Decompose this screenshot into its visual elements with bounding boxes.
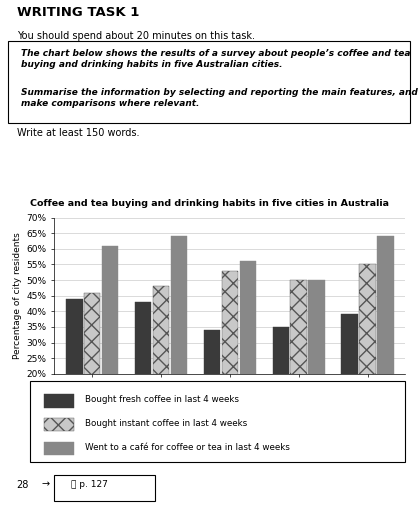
- Bar: [135, 302, 151, 436]
- Bar: [153, 286, 169, 436]
- Bar: [84, 292, 100, 436]
- Bar: [291, 280, 307, 436]
- Bar: [44, 394, 74, 408]
- Bar: [222, 271, 238, 436]
- Bar: [171, 237, 187, 436]
- Text: →: →: [42, 480, 50, 490]
- Bar: [204, 330, 220, 436]
- Text: 📖 p. 127: 📖 p. 127: [71, 480, 108, 489]
- Bar: [66, 299, 83, 436]
- Text: The chart below shows the results of a survey about people’s coffee and tea
buyi: The chart below shows the results of a s…: [21, 49, 410, 70]
- Text: Bought instant coffee in last 4 weeks: Bought instant coffee in last 4 weeks: [85, 419, 247, 428]
- FancyBboxPatch shape: [8, 41, 410, 122]
- Text: Went to a café for coffee or tea in last 4 weeks: Went to a café for coffee or tea in last…: [85, 443, 290, 452]
- Bar: [44, 442, 74, 455]
- Text: You should spend about 20 minutes on this task.: You should spend about 20 minutes on thi…: [17, 31, 255, 41]
- Text: WRITING TASK 1: WRITING TASK 1: [17, 6, 139, 19]
- Text: 28: 28: [17, 480, 29, 490]
- Y-axis label: Percentage of city residents: Percentage of city residents: [13, 232, 23, 359]
- Text: Write at least 150 words.: Write at least 150 words.: [17, 129, 139, 138]
- Bar: [377, 237, 394, 436]
- FancyBboxPatch shape: [54, 475, 155, 501]
- Bar: [44, 418, 74, 432]
- Bar: [359, 265, 376, 436]
- Bar: [273, 327, 289, 436]
- FancyBboxPatch shape: [30, 380, 405, 462]
- Text: Summarise the information by selecting and reporting the main features, and
make: Summarise the information by selecting a…: [21, 88, 418, 109]
- Bar: [102, 246, 118, 436]
- Bar: [240, 261, 256, 436]
- Bar: [342, 314, 358, 436]
- Text: Coffee and tea buying and drinking habits in five cities in Australia: Coffee and tea buying and drinking habit…: [30, 199, 388, 208]
- Text: Bought fresh coffee in last 4 weeks: Bought fresh coffee in last 4 weeks: [85, 395, 239, 404]
- Bar: [308, 280, 325, 436]
